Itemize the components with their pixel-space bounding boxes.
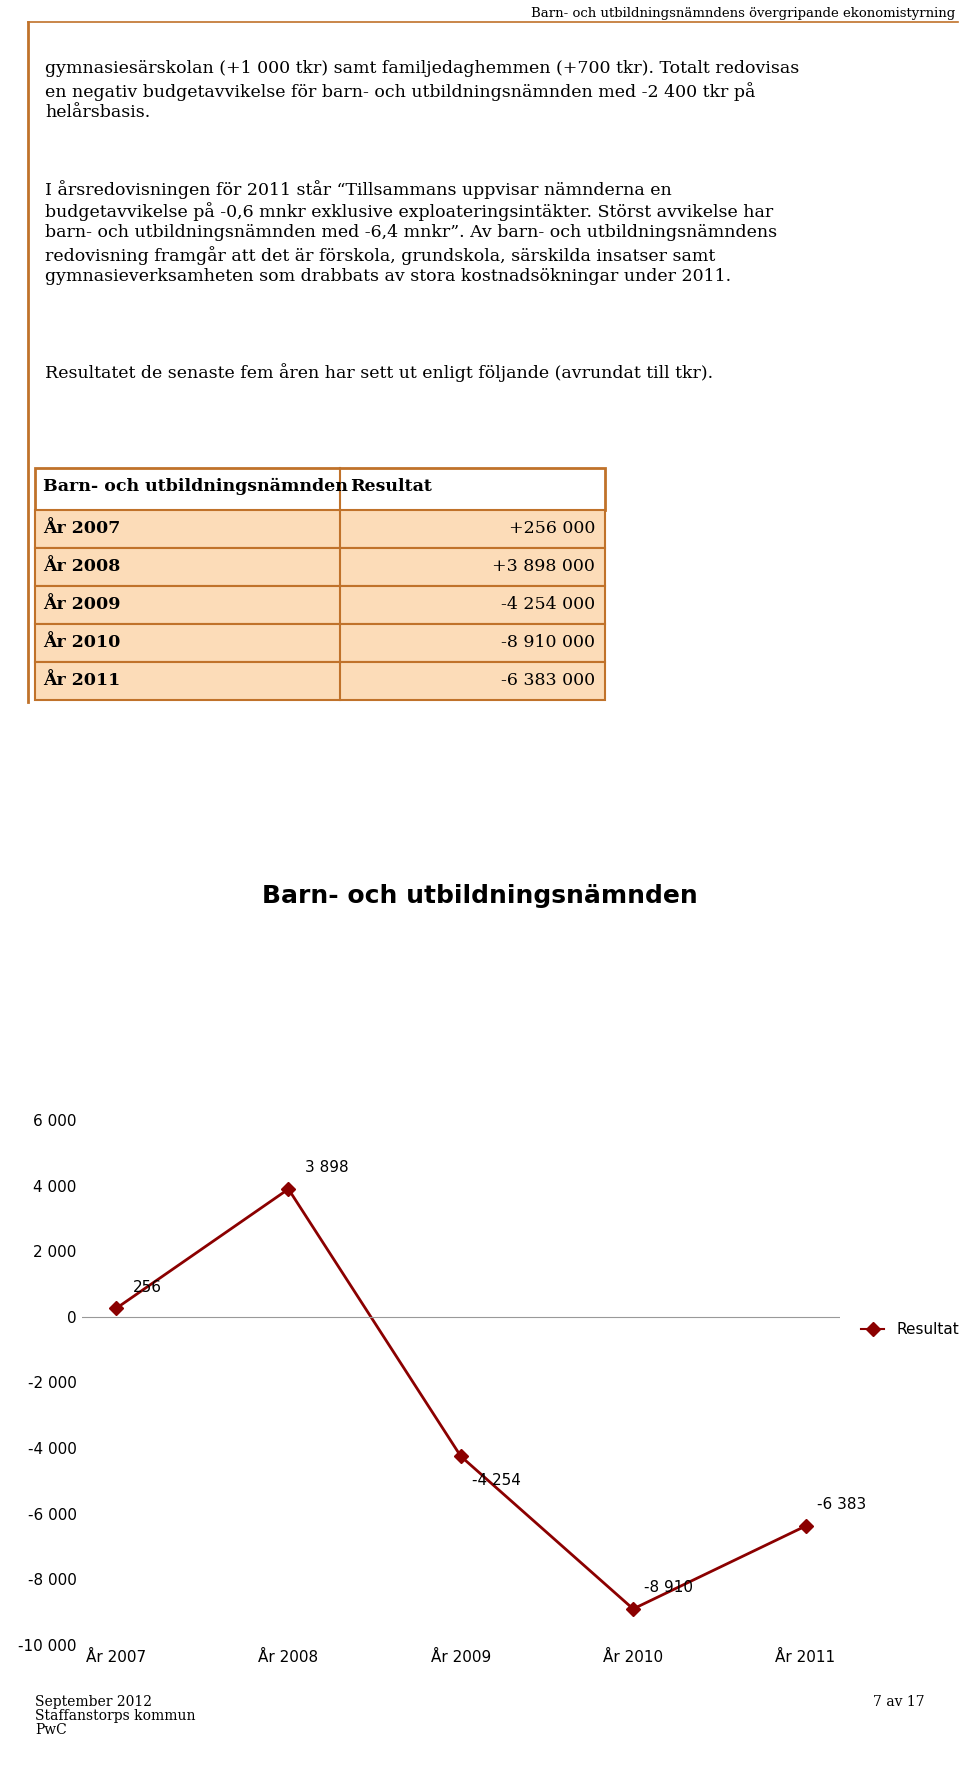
Text: barn- och utbildningsnämnden med -6,4 mnkr”. Av barn- och utbildningsnämndens: barn- och utbildningsnämnden med -6,4 mn… — [45, 224, 778, 242]
Text: -6 383 000: -6 383 000 — [501, 672, 595, 690]
Text: År 2007: År 2007 — [43, 519, 120, 537]
Text: År 2011: År 2011 — [43, 672, 120, 690]
Text: År 2009: År 2009 — [43, 596, 121, 613]
Text: Barn- och utbildningsnämndens övergripande ekonomistyrning: Barn- och utbildningsnämndens övergripan… — [531, 7, 955, 20]
Text: budgetavvikelse på -0,6 mnkr exklusive exploateringsintäkter. Störst avvikelse h: budgetavvikelse på -0,6 mnkr exklusive e… — [45, 203, 773, 220]
Bar — [35, 548, 605, 587]
Text: -4 254: -4 254 — [472, 1472, 520, 1488]
Text: År 2010: År 2010 — [43, 635, 120, 651]
Text: redovisning framgår att det är förskola, grundskola, särskilda insatser samt: redovisning framgår att det är förskola,… — [45, 245, 715, 265]
Legend: Resultat: Resultat — [855, 1316, 960, 1344]
Bar — [35, 510, 605, 548]
Text: en negativ budgetavvikelse för barn- och utbildningsnämnden med -2 400 tkr på: en negativ budgetavvikelse för barn- och… — [45, 82, 756, 101]
Text: gymnasiesärskolan (+1 000 tkr) samt familjedaghemmen (+700 tkr). Totalt redovisa: gymnasiesärskolan (+1 000 tkr) samt fami… — [45, 60, 800, 76]
Text: +3 898 000: +3 898 000 — [492, 558, 595, 574]
Bar — [35, 468, 605, 510]
Bar — [35, 548, 605, 587]
Text: År 2008: År 2008 — [43, 558, 120, 574]
Text: PwC: PwC — [35, 1723, 67, 1737]
Text: -8 910: -8 910 — [644, 1581, 693, 1595]
Text: I årsredovisningen för 2011 står “Tillsammans uppvisar nämnderna en: I årsredovisningen för 2011 står “Tillsa… — [45, 180, 672, 199]
Text: -8 910 000: -8 910 000 — [501, 635, 595, 651]
Text: helårsbasis.: helårsbasis. — [45, 103, 151, 121]
Text: +256 000: +256 000 — [509, 519, 595, 537]
Text: 3 898: 3 898 — [305, 1161, 348, 1175]
Text: Barn- och utbildningsnämnden: Barn- och utbildningsnämnden — [262, 884, 698, 909]
Bar — [35, 624, 605, 661]
Bar — [35, 468, 605, 510]
Text: gymnasieverksamheten som drabbats av stora kostnadsökningar under 2011.: gymnasieverksamheten som drabbats av sto… — [45, 268, 732, 284]
Text: Barn- och utbildningsnämnden: Barn- och utbildningsnämnden — [43, 478, 348, 494]
Bar — [35, 661, 605, 701]
Text: Resultatet de senaste fem åren har sett ut enligt följande (avrundat till tkr).: Resultatet de senaste fem åren har sett … — [45, 363, 713, 382]
Text: -4 254 000: -4 254 000 — [501, 596, 595, 613]
Text: 256: 256 — [132, 1280, 161, 1294]
Bar — [35, 587, 605, 624]
Text: -6 383: -6 383 — [817, 1497, 866, 1513]
Bar — [35, 510, 605, 548]
Text: 7 av 17: 7 av 17 — [874, 1694, 925, 1709]
Text: Resultat: Resultat — [350, 478, 432, 494]
Text: September 2012: September 2012 — [35, 1694, 152, 1709]
Bar — [35, 587, 605, 624]
Text: Staffanstorps kommun: Staffanstorps kommun — [35, 1709, 196, 1723]
Bar — [35, 661, 605, 701]
Bar — [35, 624, 605, 661]
